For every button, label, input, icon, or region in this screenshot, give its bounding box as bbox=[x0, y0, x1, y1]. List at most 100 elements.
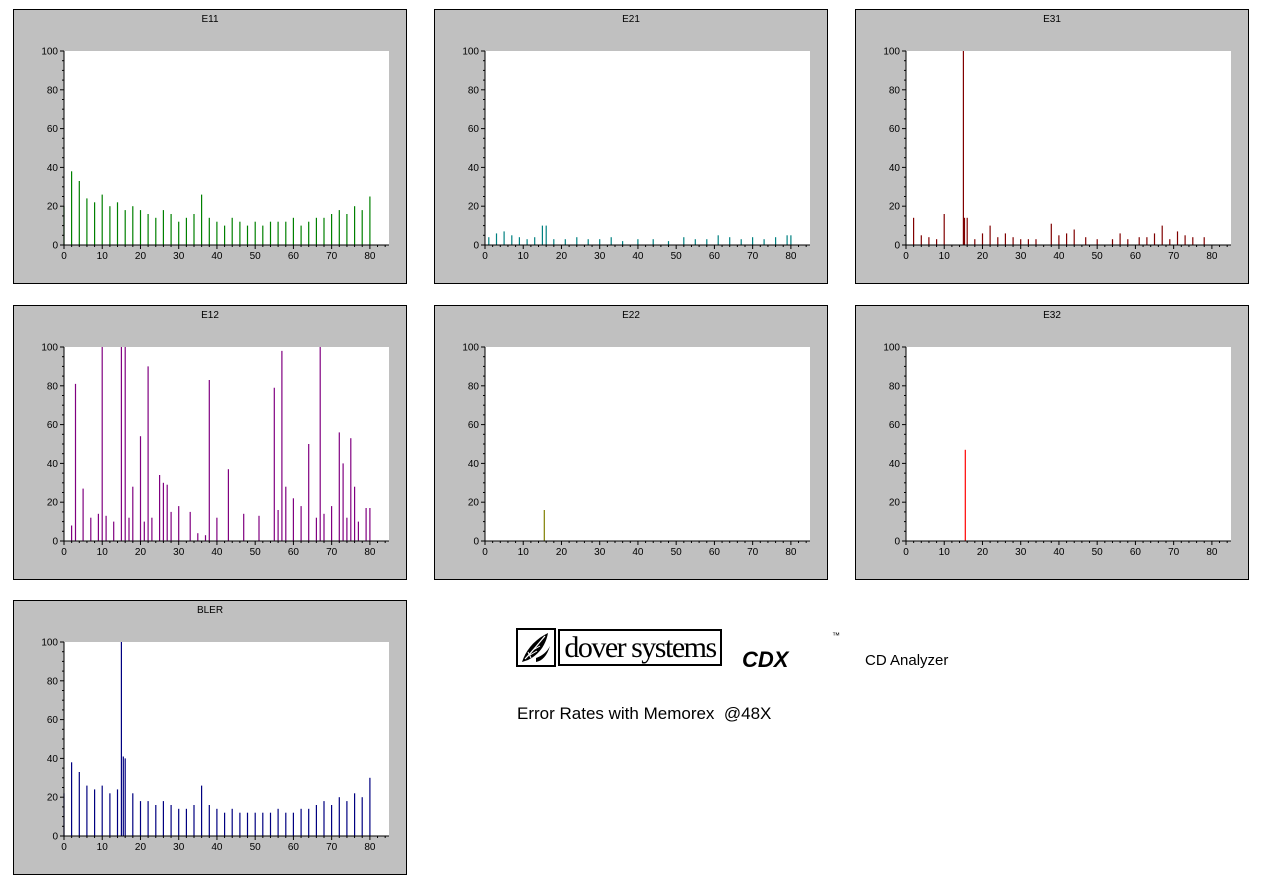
x-tick-label: 60 bbox=[1130, 251, 1142, 262]
x-tick-label: 30 bbox=[173, 251, 185, 262]
y-tick-label: 60 bbox=[889, 124, 901, 135]
x-tick-label: 0 bbox=[61, 547, 67, 558]
y-tick-label: 40 bbox=[468, 163, 480, 174]
x-tick-label: 50 bbox=[1092, 547, 1104, 558]
x-tick-label: 80 bbox=[785, 251, 797, 262]
chart-panel-e22: E22 0 20 40 60 80 100 0 10 20 30 40 50 60 70 80 bbox=[434, 305, 828, 580]
y-tick-label: 60 bbox=[47, 420, 59, 431]
x-tick-label: 70 bbox=[747, 547, 759, 558]
y-tick-label: 100 bbox=[41, 47, 58, 58]
chart-plot: 0 20 40 60 80 100 0 10 20 30 40 50 60 70 80 bbox=[883, 47, 1231, 262]
logo-wordmark: dover systems bbox=[564, 631, 717, 664]
y-tick-label: 60 bbox=[468, 420, 480, 431]
chart-plot: 0 20 40 60 80 100 0 10 20 30 40 50 60 70 80 bbox=[883, 343, 1231, 558]
x-tick-label: 60 bbox=[709, 251, 721, 262]
chart-title: E12 bbox=[201, 310, 219, 321]
x-tick-label: 70 bbox=[747, 251, 759, 262]
chart-panel-e31: E31 0 20 40 60 80 100 0 10 20 30 40 50 60 70 80 bbox=[855, 9, 1249, 284]
x-tick-label: 0 bbox=[482, 251, 488, 262]
x-tick-label: 20 bbox=[556, 251, 568, 262]
x-tick-label: 40 bbox=[211, 547, 223, 558]
y-tick-label: 40 bbox=[889, 163, 901, 174]
y-tick-label: 60 bbox=[889, 420, 901, 431]
y-tick-label: 100 bbox=[462, 47, 479, 58]
chart-title: E32 bbox=[1043, 310, 1061, 321]
x-tick-label: 80 bbox=[364, 547, 376, 558]
plot-area bbox=[906, 51, 1231, 245]
x-tick-label: 20 bbox=[977, 547, 989, 558]
x-tick-label: 70 bbox=[326, 251, 338, 262]
x-tick-label: 20 bbox=[135, 251, 147, 262]
dover-systems-logo: dover systems bbox=[516, 628, 724, 667]
y-tick-label: 40 bbox=[47, 163, 59, 174]
x-tick-label: 50 bbox=[250, 842, 262, 853]
chart-panel-e11: E11 0 20 40 60 80 100 0 10 20 30 40 50 60 70 80 bbox=[13, 9, 407, 284]
x-tick-label: 0 bbox=[61, 251, 67, 262]
chart-plot: 0 20 40 60 80 100 0 10 20 30 40 50 60 70 80 bbox=[462, 343, 810, 558]
y-tick-label: 20 bbox=[468, 202, 480, 213]
y-tick-label: 40 bbox=[468, 459, 480, 470]
y-tick-label: 0 bbox=[52, 241, 58, 252]
x-tick-label: 0 bbox=[61, 842, 67, 853]
y-tick-label: 20 bbox=[889, 498, 901, 509]
chart-title: E22 bbox=[622, 310, 640, 321]
chart-panel-e21: E21 0 20 40 60 80 100 0 10 20 30 40 50 60 70 80 bbox=[434, 9, 828, 284]
product-code: CDX bbox=[742, 647, 789, 672]
y-tick-label: 0 bbox=[52, 537, 58, 548]
x-tick-label: 30 bbox=[594, 547, 606, 558]
chart-title: E11 bbox=[201, 14, 219, 25]
y-tick-label: 80 bbox=[47, 381, 59, 392]
x-tick-label: 80 bbox=[785, 547, 797, 558]
x-tick-label: 60 bbox=[709, 547, 721, 558]
x-tick-label: 70 bbox=[326, 842, 338, 853]
x-tick-label: 40 bbox=[632, 251, 644, 262]
x-tick-label: 80 bbox=[364, 251, 376, 262]
x-tick-label: 0 bbox=[903, 251, 909, 262]
report-caption: Error Rates with Memorex @48X bbox=[517, 704, 772, 723]
x-tick-label: 60 bbox=[1130, 547, 1142, 558]
x-tick-label: 50 bbox=[250, 251, 262, 262]
y-tick-label: 100 bbox=[883, 343, 900, 354]
x-tick-label: 20 bbox=[135, 547, 147, 558]
x-tick-label: 60 bbox=[288, 842, 300, 853]
chart-title: BLER bbox=[196, 605, 224, 616]
y-tick-label: 60 bbox=[47, 715, 59, 726]
x-tick-label: 30 bbox=[1015, 251, 1027, 262]
y-tick-label: 20 bbox=[47, 498, 59, 509]
x-tick-label: 80 bbox=[1206, 547, 1218, 558]
x-tick-label: 30 bbox=[173, 547, 185, 558]
x-tick-label: 10 bbox=[518, 547, 530, 558]
chart-title: E21 bbox=[622, 14, 640, 25]
x-tick-label: 80 bbox=[364, 842, 376, 853]
y-tick-label: 100 bbox=[41, 638, 58, 649]
x-tick-label: 20 bbox=[977, 251, 989, 262]
leaf-icon bbox=[516, 628, 556, 667]
x-tick-label: 40 bbox=[211, 842, 223, 853]
chart-plot: 0 20 40 60 80 100 0 10 20 30 40 50 60 70 80 bbox=[41, 343, 389, 558]
trademark-symbol: ™ bbox=[832, 631, 840, 640]
x-tick-label: 70 bbox=[326, 547, 338, 558]
x-tick-label: 0 bbox=[903, 547, 909, 558]
y-tick-label: 20 bbox=[889, 202, 901, 213]
chart-panel-e12: E12 0 20 40 60 80 100 0 10 20 30 40 50 60 70 80 bbox=[13, 305, 407, 580]
y-tick-label: 100 bbox=[883, 47, 900, 58]
x-tick-label: 50 bbox=[671, 251, 683, 262]
x-tick-label: 50 bbox=[250, 547, 262, 558]
plot-area bbox=[64, 347, 389, 541]
x-tick-label: 70 bbox=[1168, 251, 1180, 262]
y-tick-label: 20 bbox=[47, 793, 59, 804]
x-tick-label: 10 bbox=[97, 547, 109, 558]
x-tick-label: 10 bbox=[939, 251, 951, 262]
x-tick-label: 40 bbox=[1053, 547, 1065, 558]
x-tick-label: 50 bbox=[1092, 251, 1104, 262]
chart-plot: 0 20 40 60 80 100 0 10 20 30 40 50 60 70 80 bbox=[41, 638, 389, 853]
chart-panel-bler: BLER 0 20 40 60 80 100 0 10 20 30 40 50 60 70 80 bbox=[13, 600, 407, 875]
product-name: CD Analyzer bbox=[865, 652, 949, 669]
x-tick-label: 70 bbox=[1168, 547, 1180, 558]
y-tick-label: 80 bbox=[468, 85, 480, 96]
y-tick-label: 40 bbox=[889, 459, 901, 470]
x-tick-label: 10 bbox=[97, 842, 109, 853]
y-tick-label: 40 bbox=[47, 754, 59, 765]
x-tick-label: 10 bbox=[97, 251, 109, 262]
logo-wordmark-box: dover systems bbox=[558, 629, 722, 666]
